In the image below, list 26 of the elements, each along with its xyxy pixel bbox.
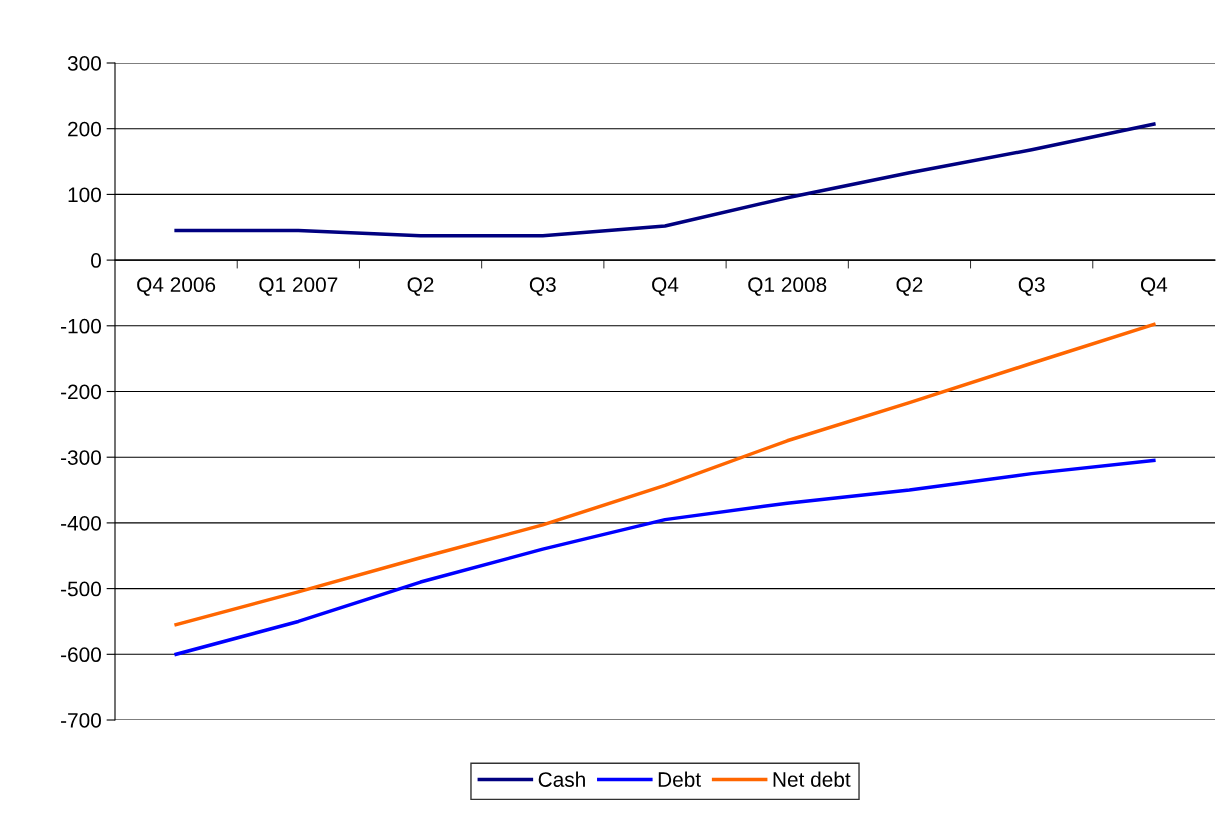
line-series (174, 322, 1156, 627)
y-tick-label: -100 (61, 318, 101, 334)
x-tick-label: Q4 2006 (137, 277, 216, 296)
y-tick-label: -600 (61, 647, 101, 663)
y-tick-label: 300 (67, 56, 101, 71)
x-tick-label: Q3 (529, 277, 556, 296)
y-tick-label: -500 (61, 581, 101, 597)
line-series (174, 122, 1156, 238)
line-series (174, 458, 1156, 657)
y-tick-label: 100 (68, 187, 101, 203)
legend-label: Debt (658, 771, 701, 787)
x-tick-label: Q4 (1140, 277, 1168, 296)
y-tick-label: -400 (61, 515, 101, 531)
x-tick-label: Q1 2008 (748, 277, 827, 296)
y-tick-label: -300 (61, 450, 101, 465)
x-tick-label: Q1 2007 (259, 277, 338, 296)
y-tick-label: -700 (61, 713, 101, 728)
x-tick-label: Q3 (1018, 277, 1045, 296)
y-tick-label: -200 (61, 384, 101, 400)
y-tick-label: 200 (68, 121, 101, 137)
legend-label: Cash (538, 771, 585, 787)
x-tick-label: Q2 (896, 277, 923, 296)
x-tick-label: Q2 (407, 277, 434, 296)
x-tick-label: Q4 (652, 277, 679, 296)
legend-label: Net debt (773, 771, 851, 787)
y-tick-label: 0 (91, 253, 101, 268)
